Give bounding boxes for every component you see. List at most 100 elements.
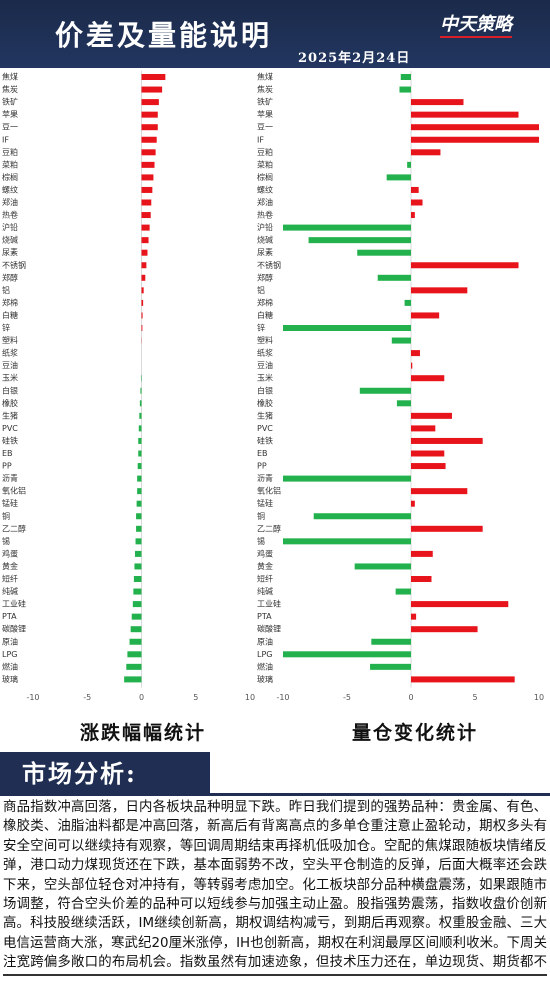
y-tick-label: 白糖: [2, 310, 18, 320]
x-tick-label: 5: [193, 693, 198, 702]
bar: [141, 124, 158, 131]
bar: [134, 550, 142, 557]
y-tick-label: 玉米: [2, 373, 18, 383]
header-title: 价差及量能说明: [55, 19, 273, 52]
y-tick-label: 铝: [2, 285, 10, 295]
x-tick-label: -10: [26, 693, 39, 702]
y-tick-label: 铜: [257, 511, 265, 521]
y-tick-label: 郑油: [2, 197, 18, 207]
y-tick-label: 原油: [2, 636, 18, 646]
x-tick-label: 10: [534, 693, 544, 702]
y-tick-label: 塑料: [257, 335, 273, 345]
y-tick-label: 螺纹: [257, 184, 273, 194]
bar: [140, 387, 142, 394]
y-tick-label: LPG: [2, 650, 17, 659]
bar: [411, 199, 423, 206]
y-tick-label: 热卷: [2, 210, 18, 220]
y-tick-label: 焦炭: [257, 84, 273, 94]
bar: [283, 538, 411, 545]
bar: [129, 638, 142, 645]
y-tick-label: 锰硅: [257, 498, 273, 508]
bar: [407, 161, 411, 168]
bar: [283, 651, 411, 658]
x-tick-label: -5: [83, 693, 91, 702]
bar: [411, 425, 436, 432]
y-tick-label: 豆一: [257, 123, 273, 132]
bar: [411, 601, 509, 608]
bar: [132, 601, 142, 608]
analysis-text: 商品指数冲高回落，日内各板块品种明显下跌。昨日我们提到的强势品种：贵金属、有色、…: [3, 798, 547, 976]
bar: [141, 174, 154, 181]
bar: [386, 174, 411, 181]
y-tick-label: 苹果: [257, 109, 273, 119]
bar: [411, 463, 446, 470]
bar: [138, 450, 142, 457]
y-tick-label: PP: [2, 462, 12, 471]
y-tick-label: 生猪: [257, 410, 273, 420]
bar: [141, 224, 150, 231]
bar: [141, 136, 157, 143]
bar: [411, 676, 515, 683]
bar: [400, 74, 411, 80]
y-tick-label: 玻璃: [2, 674, 18, 684]
y-tick-label: 黄金: [257, 561, 273, 571]
bar: [135, 538, 142, 545]
bar: [136, 513, 142, 520]
y-tick-label: 豆粕: [257, 147, 273, 157]
y-tick-label: 沥青: [257, 473, 273, 483]
bar: [411, 412, 452, 419]
bar: [399, 86, 411, 93]
chart-title: 量仓变化统计: [352, 721, 478, 744]
y-tick-label: 短纤: [257, 574, 273, 584]
y-tick-label: 短纤: [2, 574, 18, 584]
y-tick-label: 黄金: [2, 561, 18, 571]
y-tick-label: 锰硅: [2, 498, 18, 508]
bar: [308, 237, 411, 244]
y-tick-label: 碳酸锂: [2, 624, 26, 634]
bar: [370, 663, 411, 670]
y-tick-label: 苹果: [2, 109, 18, 119]
y-tick-label: PVC: [2, 424, 18, 433]
bar: [130, 626, 142, 633]
y-tick-label: 锌: [2, 323, 10, 333]
bar: [411, 149, 441, 156]
y-tick-label: 氧化铝: [2, 486, 26, 496]
bar: [131, 613, 142, 620]
y-tick-label: 燃油: [2, 661, 18, 671]
y-tick-label: LPG: [257, 650, 272, 659]
y-tick-label: 碳酸锂: [257, 624, 281, 634]
x-tick-label: 0: [408, 693, 413, 702]
bar: [138, 425, 142, 432]
y-tick-label: 焦炭: [2, 84, 18, 94]
bar: [141, 186, 153, 193]
bar: [283, 224, 411, 231]
y-tick-label: 沪铅: [257, 222, 273, 232]
bar: [313, 513, 411, 520]
y-tick-label: 尿素: [257, 247, 273, 257]
analysis-heading: 市场分析:: [0, 752, 210, 795]
bar: [357, 249, 411, 256]
bar: [283, 475, 411, 482]
bar: [354, 563, 411, 570]
bar: [396, 400, 411, 407]
y-tick-label: 白糖: [257, 310, 273, 320]
y-tick-label: 锡: [257, 537, 265, 546]
y-tick-label: 豆一: [2, 123, 18, 132]
y-tick-label: 铁矿: [2, 97, 18, 107]
chart-title: 涨跌幅幅统计: [80, 721, 206, 744]
bar: [136, 500, 142, 507]
y-tick-label: PP: [257, 462, 267, 471]
bar: [391, 337, 411, 344]
bar: [395, 588, 411, 595]
bar: [371, 638, 411, 645]
y-tick-label: 菜粕: [2, 159, 18, 169]
y-tick-label: 豆油: [2, 360, 18, 370]
y-tick-label: 塑料: [2, 335, 18, 345]
y-tick-label: 铁矿: [257, 97, 273, 107]
y-tick-label: 焦煤: [257, 72, 273, 82]
bar: [141, 287, 144, 294]
y-tick-label: 白银: [257, 385, 273, 395]
